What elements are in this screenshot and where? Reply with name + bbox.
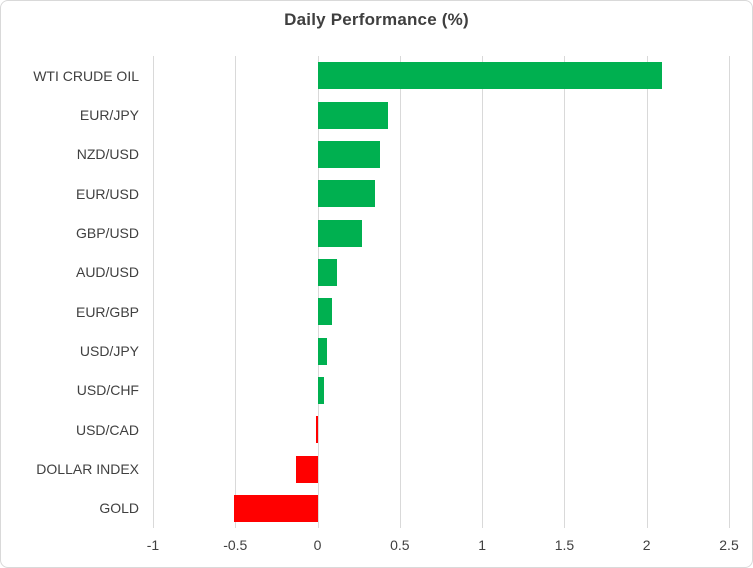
- gridline-1: [482, 56, 484, 528]
- gridline-1.5: [564, 56, 566, 528]
- gridline-0.5: [399, 56, 401, 528]
- bar-usd-cad: [315, 416, 318, 444]
- gridline-2: [646, 56, 648, 528]
- bar-usd-jpy: [317, 337, 328, 365]
- bar-eur-jpy: [317, 101, 389, 129]
- x-tick-label--0.5: -0.5: [223, 537, 248, 553]
- category-label-eur-gbp: EUR/GBP: [75, 303, 139, 320]
- category-label-eur-usd: EUR/USD: [75, 185, 139, 202]
- x-tick-label--1: -1: [146, 537, 160, 553]
- category-label-gold: GOLD: [99, 500, 139, 517]
- x-tick-label-0.5: 0.5: [390, 537, 410, 553]
- category-label-dollar-index: DOLLAR INDEX: [36, 460, 139, 477]
- x-axis: -1 -0.5 0 0.5 1 1.5 2 2.5: [147, 537, 739, 561]
- category-label-wti-crude-oil: WTI CRUDE OIL: [33, 67, 139, 84]
- bar-usd-chf: [317, 376, 325, 404]
- bar-gold: [233, 494, 318, 522]
- x-tick-label-0: 0: [313, 537, 322, 553]
- category-label-gbp-usd: GBP/USD: [75, 224, 139, 241]
- bar-nzd-usd: [317, 140, 381, 168]
- gridline--0.5: [235, 56, 237, 528]
- category-label-eur-jpy: EUR/JPY: [79, 106, 139, 123]
- category-axis: WTI CRUDE OIL EUR/JPY NZD/USD EUR/USD GBP/US…: [1, 56, 139, 528]
- bar-eur-usd: [317, 180, 376, 208]
- x-tick-label-1: 1: [478, 537, 487, 553]
- plot-area: [153, 56, 730, 528]
- category-label-aud-usd: AUD/USD: [75, 264, 139, 281]
- x-tick-label-1.5: 1.5: [554, 537, 575, 553]
- category-label-nzd-usd: NZD/USD: [76, 146, 139, 163]
- bar-aud-usd: [317, 258, 338, 286]
- category-label-usd-chf: USD/CHF: [76, 382, 139, 399]
- gridline-2.5: [729, 56, 730, 528]
- category-label-usd-cad: USD/CAD: [75, 421, 139, 438]
- bar-wti-crude-oil: [317, 62, 662, 90]
- x-tick-label-2: 2: [642, 537, 651, 553]
- gridline--1: [153, 56, 154, 528]
- bar-gbp-usd: [317, 219, 362, 247]
- bar-eur-gbp: [317, 298, 333, 326]
- gridline-0: [317, 56, 319, 528]
- chart-title: Daily Performance (%): [284, 10, 469, 29]
- x-tick-label-2.5: 2.5: [719, 537, 739, 553]
- category-label-usd-jpy: USD/JPY: [79, 342, 139, 359]
- bar-dollar-index: [296, 455, 318, 483]
